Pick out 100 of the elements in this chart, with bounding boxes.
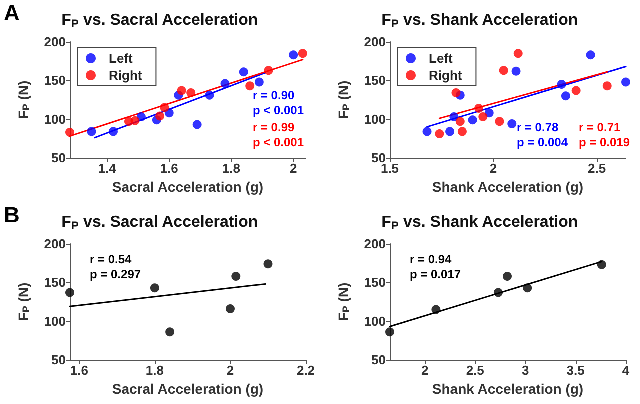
point bbox=[586, 50, 596, 60]
y-tick-label: 100 bbox=[44, 112, 66, 127]
point bbox=[456, 117, 465, 126]
point bbox=[254, 78, 264, 87]
x-axis-title: Sacral Acceleration (g) bbox=[112, 381, 264, 397]
point bbox=[66, 128, 74, 137]
y-tick-label: 200 bbox=[44, 236, 66, 252]
point bbox=[452, 88, 461, 98]
y-tick-label: 200 bbox=[44, 34, 66, 50]
x-tick-label: 2 bbox=[422, 363, 429, 378]
annotation: r = 0.54 p = 0.297 bbox=[90, 252, 142, 282]
point bbox=[557, 80, 566, 90]
point bbox=[597, 260, 606, 270]
point bbox=[435, 130, 444, 139]
x-axis-title: Shank Acceleration (g) bbox=[432, 381, 584, 397]
y-tick-label: 150 bbox=[364, 275, 386, 290]
point bbox=[226, 304, 235, 314]
point bbox=[246, 82, 255, 91]
point bbox=[450, 112, 459, 122]
point bbox=[622, 78, 630, 87]
point bbox=[264, 66, 274, 76]
x-tick-label: 1.6 bbox=[70, 363, 88, 378]
point bbox=[484, 108, 494, 118]
point bbox=[220, 79, 230, 88]
legend-label: Left bbox=[109, 51, 134, 66]
point bbox=[386, 328, 394, 337]
annotation: r = 0.78 p = 0.004 bbox=[516, 120, 568, 150]
point bbox=[166, 328, 175, 337]
annotation: r = 0.90 p < 0.001 bbox=[252, 88, 304, 118]
x-tick-label: 2.5 bbox=[466, 363, 484, 378]
y-tick-label: 50 bbox=[52, 352, 66, 368]
point bbox=[136, 112, 146, 122]
y-tick-label: 200 bbox=[364, 34, 386, 50]
point bbox=[87, 127, 96, 136]
x-tick-label: 2 bbox=[490, 161, 498, 176]
x-tick-label: 3.5 bbox=[566, 363, 585, 378]
point bbox=[298, 49, 308, 58]
y-tick-label: 100 bbox=[364, 112, 386, 127]
point bbox=[432, 305, 441, 314]
point bbox=[523, 284, 532, 293]
point bbox=[503, 272, 512, 281]
x-tick-label: 2.2 bbox=[296, 363, 316, 378]
legend-label: Left bbox=[429, 51, 454, 66]
y-tick-label: 50 bbox=[52, 150, 66, 166]
y-axis-title: FP (N) bbox=[16, 80, 32, 120]
point bbox=[160, 103, 170, 112]
point bbox=[239, 68, 248, 77]
x-tick-label: 3 bbox=[522, 363, 530, 378]
point bbox=[468, 116, 478, 125]
point bbox=[495, 117, 504, 126]
text: B bbox=[4, 202, 20, 228]
y-tick-label: 50 bbox=[372, 352, 386, 368]
y-tick-label: 150 bbox=[44, 73, 66, 88]
point bbox=[478, 112, 488, 122]
legend-label: Right bbox=[109, 68, 143, 83]
point bbox=[186, 88, 196, 98]
point bbox=[205, 90, 214, 100]
point bbox=[572, 86, 581, 96]
point bbox=[499, 66, 508, 76]
point bbox=[108, 127, 118, 136]
x-tick-label: 1.6 bbox=[160, 161, 178, 176]
text: A bbox=[4, 0, 20, 26]
point bbox=[508, 119, 517, 128]
point bbox=[232, 272, 241, 281]
point bbox=[458, 127, 467, 136]
x-tick-label: 4 bbox=[622, 363, 630, 378]
x-tick-label: 2.5 bbox=[588, 161, 606, 176]
x-tick-label: 2 bbox=[226, 363, 234, 378]
x-tick-label: 2 bbox=[290, 161, 298, 176]
point bbox=[289, 50, 298, 60]
point bbox=[192, 120, 202, 130]
x-tick-label: 1.8 bbox=[222, 161, 241, 176]
x-axis-title: Shank Acceleration (g) bbox=[432, 179, 584, 195]
y-tick-label: 150 bbox=[44, 275, 66, 290]
point bbox=[514, 49, 523, 58]
y-tick-label: 150 bbox=[364, 73, 386, 88]
y-axis-title: FP (N) bbox=[336, 282, 352, 322]
point bbox=[494, 288, 503, 298]
point bbox=[156, 112, 165, 121]
point bbox=[177, 86, 186, 96]
point bbox=[150, 284, 160, 293]
point bbox=[474, 104, 484, 114]
annotation: r = 0.94 p = 0.017 bbox=[410, 252, 462, 282]
x-tick-label: 1.8 bbox=[146, 363, 164, 378]
point bbox=[602, 82, 612, 91]
y-axis-title: FP (N) bbox=[16, 282, 32, 322]
point bbox=[446, 127, 455, 136]
y-tick-label: 100 bbox=[364, 314, 386, 329]
point bbox=[512, 66, 521, 76]
legend-label: Right bbox=[429, 68, 463, 83]
y-tick-label: 200 bbox=[364, 236, 386, 252]
point bbox=[561, 92, 570, 101]
x-axis-title: Sacral Acceleration (g) bbox=[112, 179, 264, 195]
annotation: r = 0.71 p = 0.019 bbox=[578, 120, 630, 150]
x-tick-label: 1.4 bbox=[98, 161, 118, 176]
point bbox=[130, 116, 140, 126]
y-axis-title: FP (N) bbox=[336, 80, 352, 120]
point bbox=[422, 127, 432, 136]
point bbox=[264, 260, 273, 269]
y-tick-label: 100 bbox=[44, 314, 66, 329]
